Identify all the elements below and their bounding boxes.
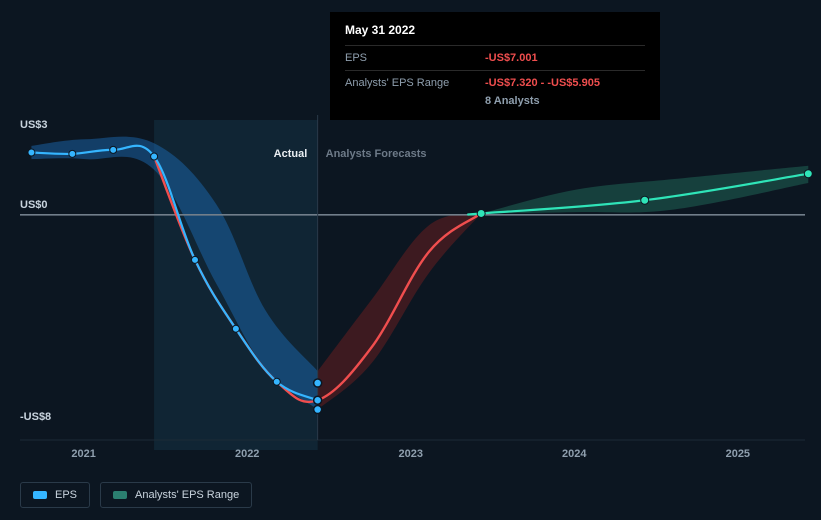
tooltip-value: 8 Analysts [485,95,540,107]
eps-actual-marker[interactable] [191,256,198,263]
tooltip-row: Analysts' EPS Range-US$7.320 - -US$5.905 [345,71,645,89]
eps-actual-marker[interactable] [69,150,76,157]
eps-actual-marker[interactable] [273,378,280,385]
legend-swatch [33,491,47,499]
eps-actual-marker[interactable] [28,149,35,156]
legend-swatch [113,491,127,499]
legend-label: Analysts' EPS Range [135,489,239,501]
eps-forecast-marker[interactable] [641,196,649,204]
tooltip-key: Analysts' EPS Range [345,77,485,89]
forecast-section-label: Analysts Forecasts [326,148,427,160]
chart-tooltip: May 31 2022 EPS-US$7.001Analysts' EPS Ra… [330,12,660,120]
tooltip-row: EPS-US$7.001 [345,46,645,71]
legend-item[interactable]: Analysts' EPS Range [100,482,252,508]
chart-legend: EPS Analysts' EPS Range [20,482,252,508]
eps-forecast-marker[interactable] [477,209,485,217]
tooltip-row: 8 Analysts [345,89,645,107]
x-axis-label: 2025 [726,448,750,460]
y-axis-label: US$0 [20,199,48,211]
tooltip-value: -US$7.001 [485,52,538,64]
eps-forecast-marker[interactable] [804,170,812,178]
x-axis-label: 2021 [71,448,95,460]
eps-range-band-forecast [481,166,808,214]
eps-actual-marker[interactable] [110,146,117,153]
eps-actual-marker[interactable] [151,153,158,160]
tooltip-key: EPS [345,52,485,64]
x-axis-label: 2023 [399,448,423,460]
tooltip-key [345,95,485,107]
tooltip-value: -US$7.320 - -US$5.905 [485,77,600,89]
y-axis-label: -US$8 [20,411,51,423]
hover-marker[interactable] [314,396,322,404]
eps-range-band-transition [318,213,482,409]
x-axis-label: 2022 [235,448,259,460]
tooltip-date: May 31 2022 [345,23,645,46]
y-axis-label: US$3 [20,119,48,131]
legend-item[interactable]: EPS [20,482,90,508]
legend-label: EPS [55,489,77,501]
hover-marker[interactable] [314,379,322,387]
x-axis-label: 2024 [562,448,586,460]
actual-section-label: Actual [274,148,308,160]
eps-actual-marker[interactable] [232,325,239,332]
hover-marker[interactable] [314,406,322,414]
